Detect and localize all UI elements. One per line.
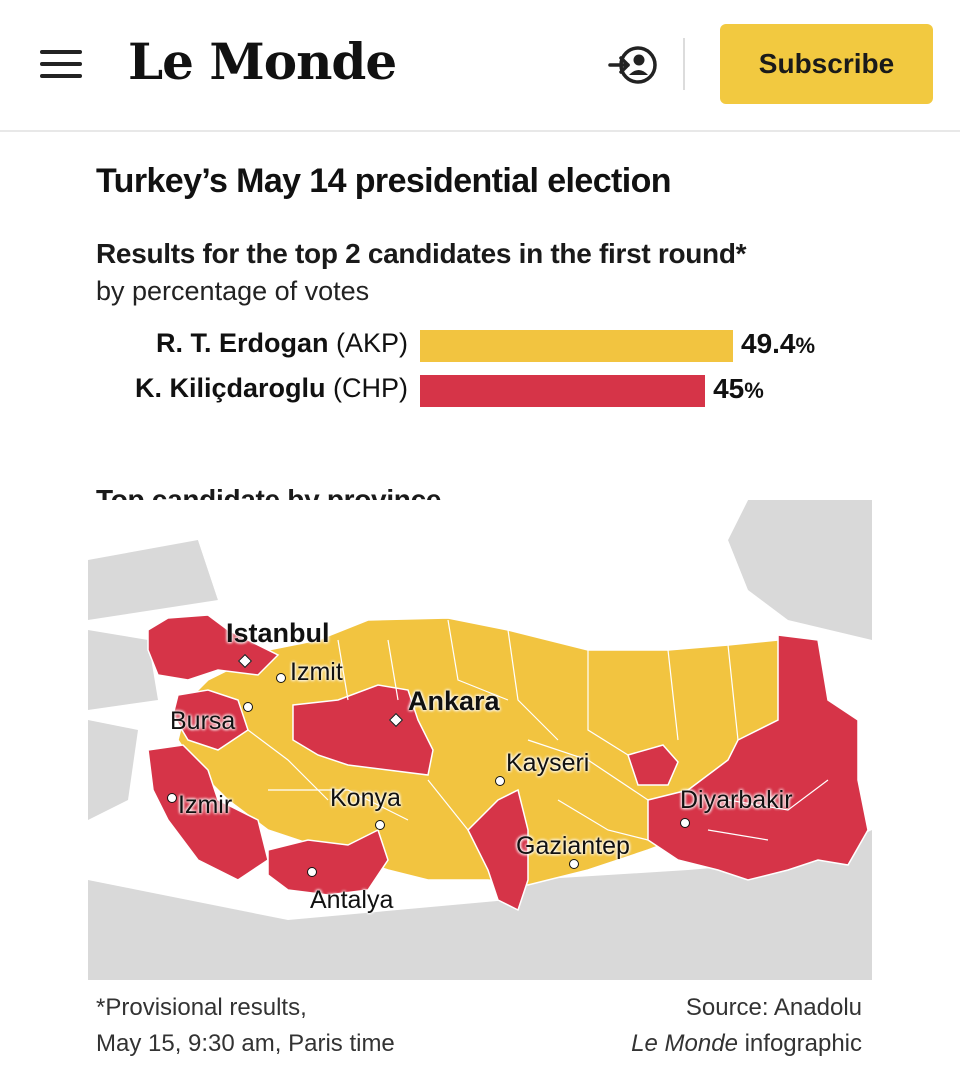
candidate-label: R. T. Erdogan (AKP): [156, 328, 408, 359]
city-label: Gaziantep: [516, 832, 630, 860]
province-map: Istanbul Izmit Bursa Ankara Kayseri Izmir Kony…: [88, 500, 872, 980]
city-label: Istanbul: [226, 618, 330, 648]
source-line-2: Le Monde infographic: [631, 1026, 862, 1062]
candidate-party: (AKP): [328, 328, 408, 358]
footnote-line-1: *Provisional results,: [96, 994, 307, 1021]
footnote: *Provisional results, May 15, 9:30 am, P…: [96, 990, 395, 1062]
source-suffix: infographic: [737, 1030, 862, 1057]
chp-region-mersin: [467, 788, 529, 912]
result-bar: [420, 330, 733, 362]
city-marker: [569, 859, 579, 869]
chp-region-bursa: [172, 689, 249, 751]
surrounding-land: [88, 540, 218, 620]
chart-subtitle-unit: by percentage of votes: [96, 276, 370, 306]
city-label: Izmir: [178, 791, 233, 819]
infographic-title: Turkey’s May 14 presidential election: [96, 162, 672, 200]
city-label: Konya: [330, 784, 401, 812]
city-marker: [167, 793, 177, 803]
city-label: Bursa: [170, 707, 236, 735]
surrounding-land: [88, 500, 872, 980]
subscribe-button[interactable]: Subscribe: [720, 24, 933, 104]
candidate-party: (CHP): [325, 373, 408, 403]
site-header: Le Monde Subscribe: [0, 0, 960, 132]
city-label: Ankara: [408, 686, 500, 716]
chp-region-ankara: [292, 684, 434, 776]
city-marker: [375, 820, 385, 830]
city-label: Antalya: [310, 886, 394, 914]
province-borders: [247, 619, 829, 841]
source-credit: Source: Anadolu Le Monde infographic: [631, 990, 862, 1062]
city-label: Izmit: [290, 658, 343, 686]
city-marker: [307, 867, 317, 877]
candidate-label: K. Kiliçdaroglu (CHP): [135, 373, 408, 404]
city-marker: [680, 818, 690, 828]
le-monde-logo[interactable]: Le Monde: [128, 32, 397, 91]
candidate-name: K. Kiliçdaroglu: [134, 373, 326, 403]
source-publication: Le Monde: [631, 1030, 738, 1057]
result-value-label: 49.4%: [741, 328, 816, 359]
chp-region-tunceli: [627, 744, 679, 786]
result-bar: [420, 375, 706, 407]
city-label: Diyarbakir: [680, 786, 793, 814]
account-login-icon[interactable]: [606, 40, 660, 90]
city-marker: [243, 702, 253, 712]
chp-region-east: [647, 634, 869, 881]
result-value-label: 45%: [713, 373, 764, 404]
city-marker: [495, 776, 505, 786]
header-divider: [683, 38, 685, 90]
city-label: Kayseri: [506, 749, 590, 777]
city-marker: [276, 673, 286, 683]
surrounding-land: [88, 720, 138, 820]
surrounding-land: [198, 500, 748, 610]
footnote-line-2: May 15, 9:30 am, Paris time: [96, 1030, 395, 1057]
source-line-1: Source: Anadolu: [685, 994, 862, 1021]
chp-region-antalya: [267, 828, 389, 896]
hamburger-menu-icon[interactable]: [40, 50, 84, 80]
chart-subtitle: Results for the top 2 candidates in the …: [96, 238, 747, 269]
candidate-name: R. T. Erdogan: [155, 328, 329, 358]
surrounding-land: [88, 630, 158, 710]
